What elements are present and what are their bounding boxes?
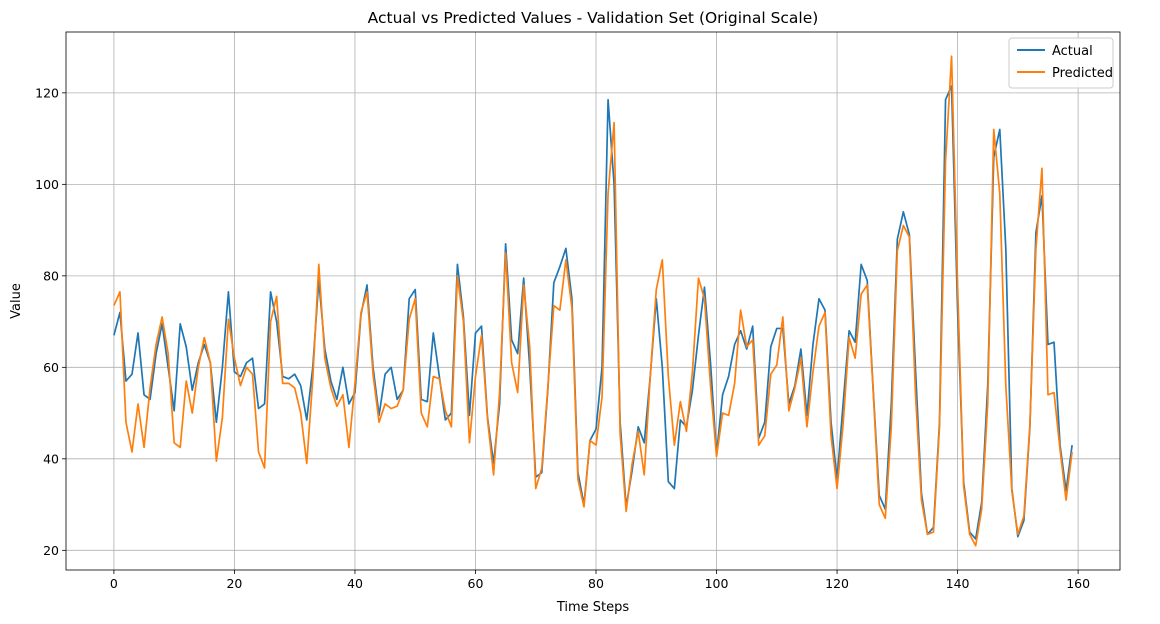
y-tick-label: 80: [43, 268, 59, 283]
legend-label-predicted: Predicted: [1052, 66, 1113, 81]
x-tick-label: 80: [588, 576, 604, 591]
series-group: [113, 55, 1073, 547]
legend: Actual Predicted: [1008, 37, 1114, 89]
x-tick-label: 160: [1066, 576, 1090, 591]
x-tick-label: 60: [468, 576, 484, 591]
y-tick-label: 120: [35, 85, 59, 100]
y-tick-label: 60: [43, 360, 59, 375]
x-tick-label: 0: [110, 576, 118, 591]
ticks: 0 20 40 60 80 100 120 140 160 20 40 60 80 100 120: [35, 85, 1090, 591]
x-tick-label: 40: [347, 576, 363, 591]
x-tick-label: 100: [705, 576, 729, 591]
series-line-predicted: [113, 55, 1073, 547]
x-tick-label: 20: [226, 576, 242, 591]
legend-label-actual: Actual: [1052, 44, 1093, 59]
plot-frame: [65, 31, 1121, 571]
y-tick-label: 20: [43, 543, 59, 558]
x-tick-label: 140: [946, 576, 970, 591]
y-tick-label: 40: [43, 451, 59, 466]
x-tick-label: 120: [825, 576, 849, 591]
x-axis-label: Time Steps: [556, 600, 630, 615]
y-axis-label: Value: [9, 283, 24, 319]
y-tick-label: 100: [35, 177, 59, 192]
plot-area: [66, 32, 1120, 570]
chart-title: Actual vs Predicted Values - Validation …: [368, 9, 819, 27]
